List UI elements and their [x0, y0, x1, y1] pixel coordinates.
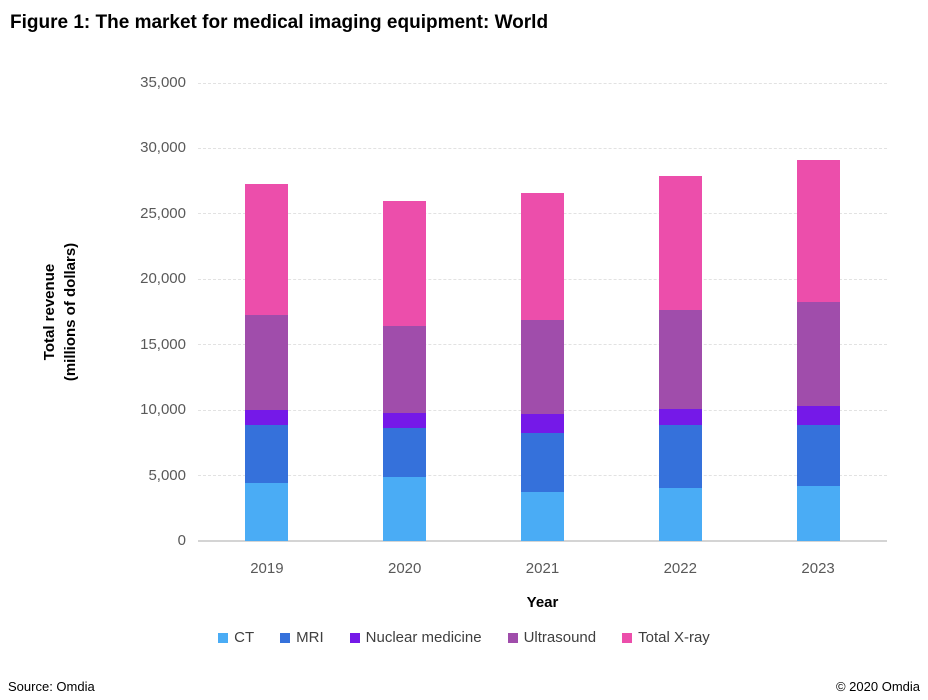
bar-2022 — [658, 175, 702, 541]
y-gridline — [198, 82, 887, 84]
legend-item-ultrasound: Ultrasound — [507, 629, 597, 646]
x-tick-label-2022: 2022 — [663, 560, 697, 577]
legend-label: Total X-ray — [638, 629, 710, 646]
bar-segment-ct-2020 — [383, 476, 427, 541]
bar-segment-mri-2020 — [383, 427, 427, 477]
bar-segment-total-x-ray-2021 — [521, 192, 564, 320]
y-tick-label: 15,000 — [140, 335, 186, 353]
bar-segment-ct-2022 — [658, 488, 702, 541]
y-tick-label: 25,000 — [140, 204, 186, 222]
bar-segment-ultrasound-2020 — [383, 326, 427, 413]
plot-area — [198, 82, 887, 542]
legend-label: MRI — [296, 629, 324, 646]
bar-segment-nuclear-medicine-2022 — [658, 408, 702, 426]
bar-2023 — [796, 160, 840, 541]
legend-label: Ultrasound — [523, 629, 597, 646]
bar-segment-ultrasound-2019 — [245, 314, 289, 410]
source-note: Source: Omdia — [8, 679, 95, 694]
legend-item-ct: CT — [218, 629, 254, 646]
bar-segment-total-x-ray-2019 — [245, 183, 289, 315]
x-tick-label-2021: 2021 — [525, 560, 560, 577]
bar-segment-nuclear-medicine-2023 — [796, 405, 840, 425]
x-axis-title: Year — [526, 594, 559, 611]
y-gridline — [198, 147, 887, 149]
bar-segment-mri-2023 — [796, 424, 840, 487]
bar-segment-ct-2023 — [796, 486, 840, 541]
bar-segment-ct-2019 — [245, 483, 289, 541]
y-tick-label: 35,000 — [140, 74, 186, 91]
y-tick-label: 20,000 — [140, 270, 186, 288]
y-tick-label: 0 — [177, 532, 186, 549]
bar-segment-nuclear-medicine-2020 — [383, 412, 427, 428]
bar-2019 — [245, 183, 289, 541]
x-tick-label-2023: 2023 — [801, 560, 835, 577]
legend-swatch-icon — [507, 632, 518, 643]
legend-swatch-icon — [218, 632, 229, 643]
bar-segment-ct-2021 — [521, 491, 564, 541]
bar-segment-total-x-ray-2020 — [383, 200, 427, 327]
bar-2021 — [521, 192, 564, 541]
bar-segment-ultrasound-2021 — [521, 319, 564, 415]
x-tick-label-2019: 2019 — [250, 560, 284, 577]
figure-title: Figure 1: The market for medical imaging… — [10, 12, 549, 33]
copyright-note: © 2020 Omdia — [835, 679, 920, 694]
legend-item-nuclear-medicine: Nuclear medicine — [349, 629, 482, 646]
legend-item-mri: MRI — [280, 629, 324, 646]
legend-label: CT — [234, 629, 255, 646]
legend-swatch-icon — [280, 632, 291, 643]
y-tick-label: 5,000 — [148, 466, 186, 484]
y-axis-title-line1: Total revenue — [41, 263, 58, 361]
legend: CT MRI Nuclear medicine Ultrasound Total X-r… — [0, 629, 928, 646]
bar-segment-nuclear-medicine-2021 — [521, 414, 564, 434]
y-tick-label: 10,000 — [140, 401, 186, 419]
x-tick-label-2020: 2020 — [388, 560, 422, 577]
bar-segment-total-x-ray-2023 — [796, 160, 840, 302]
bar-segment-mri-2022 — [658, 425, 702, 489]
bar-segment-mri-2019 — [245, 425, 289, 484]
y-tick-label: 30,000 — [140, 139, 186, 157]
legend-swatch-icon — [622, 632, 633, 643]
legend-item-total-x-ray: Total X-ray — [622, 629, 710, 646]
bar-segment-mri-2021 — [521, 433, 564, 492]
bar-segment-ultrasound-2023 — [796, 301, 840, 406]
legend-label: Nuclear medicine — [365, 629, 482, 646]
bar-segment-total-x-ray-2022 — [658, 175, 702, 311]
bar-segment-ultrasound-2022 — [658, 310, 702, 409]
bar-segment-nuclear-medicine-2019 — [245, 409, 289, 426]
legend-swatch-icon — [349, 632, 360, 643]
bar-2020 — [383, 200, 427, 541]
x-axis-line — [198, 540, 887, 542]
